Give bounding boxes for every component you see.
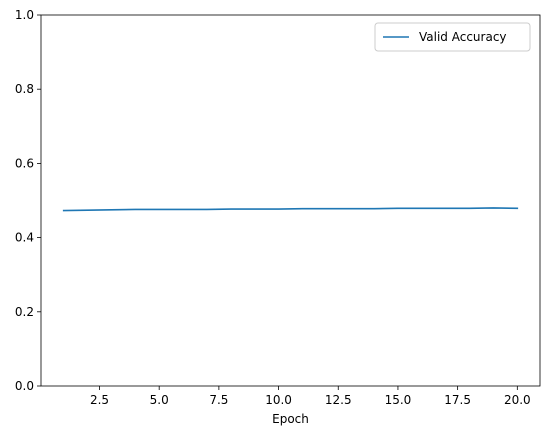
x-tick-label: 17.5 — [444, 393, 471, 407]
x-tick-label: 5.0 — [150, 393, 169, 407]
x-tick-label: 7.5 — [209, 393, 228, 407]
y-tick-label: 0.6 — [15, 156, 34, 170]
x-tick-label: 2.5 — [90, 393, 109, 407]
x-tick-label: 20.0 — [504, 393, 531, 407]
series-layer — [62, 207, 519, 212]
x-axis-label: Epoch — [272, 412, 309, 426]
legend: Valid Accuracy — [374, 22, 531, 52]
y-tick-label: 0.4 — [15, 231, 34, 245]
y-tick-label: 0.2 — [15, 305, 34, 319]
x-tick-label: 10.0 — [265, 393, 292, 407]
y-tick-label: 0.8 — [15, 82, 34, 96]
axes-frame — [40, 14, 541, 387]
y-tick-label: 0.0 — [15, 379, 34, 393]
x-tick-label: 15.0 — [385, 393, 412, 407]
y-axis-ticks: 0.0 0.2 0.4 0.6 0.8 1.0 — [15, 8, 41, 393]
x-tick-label: 12.5 — [325, 393, 352, 407]
legend-label: Valid Accuracy — [419, 30, 507, 44]
x-axis-ticks: 2.5 5.0 7.5 10.0 12.5 15.0 17.5 20.0 — [90, 386, 531, 407]
legend-box — [374, 22, 531, 52]
axes-spines — [40, 14, 541, 387]
y-tick-label: 1.0 — [15, 8, 34, 22]
series-line — [62, 207, 519, 212]
plot-area — [41, 15, 540, 386]
plot-background — [41, 15, 540, 386]
